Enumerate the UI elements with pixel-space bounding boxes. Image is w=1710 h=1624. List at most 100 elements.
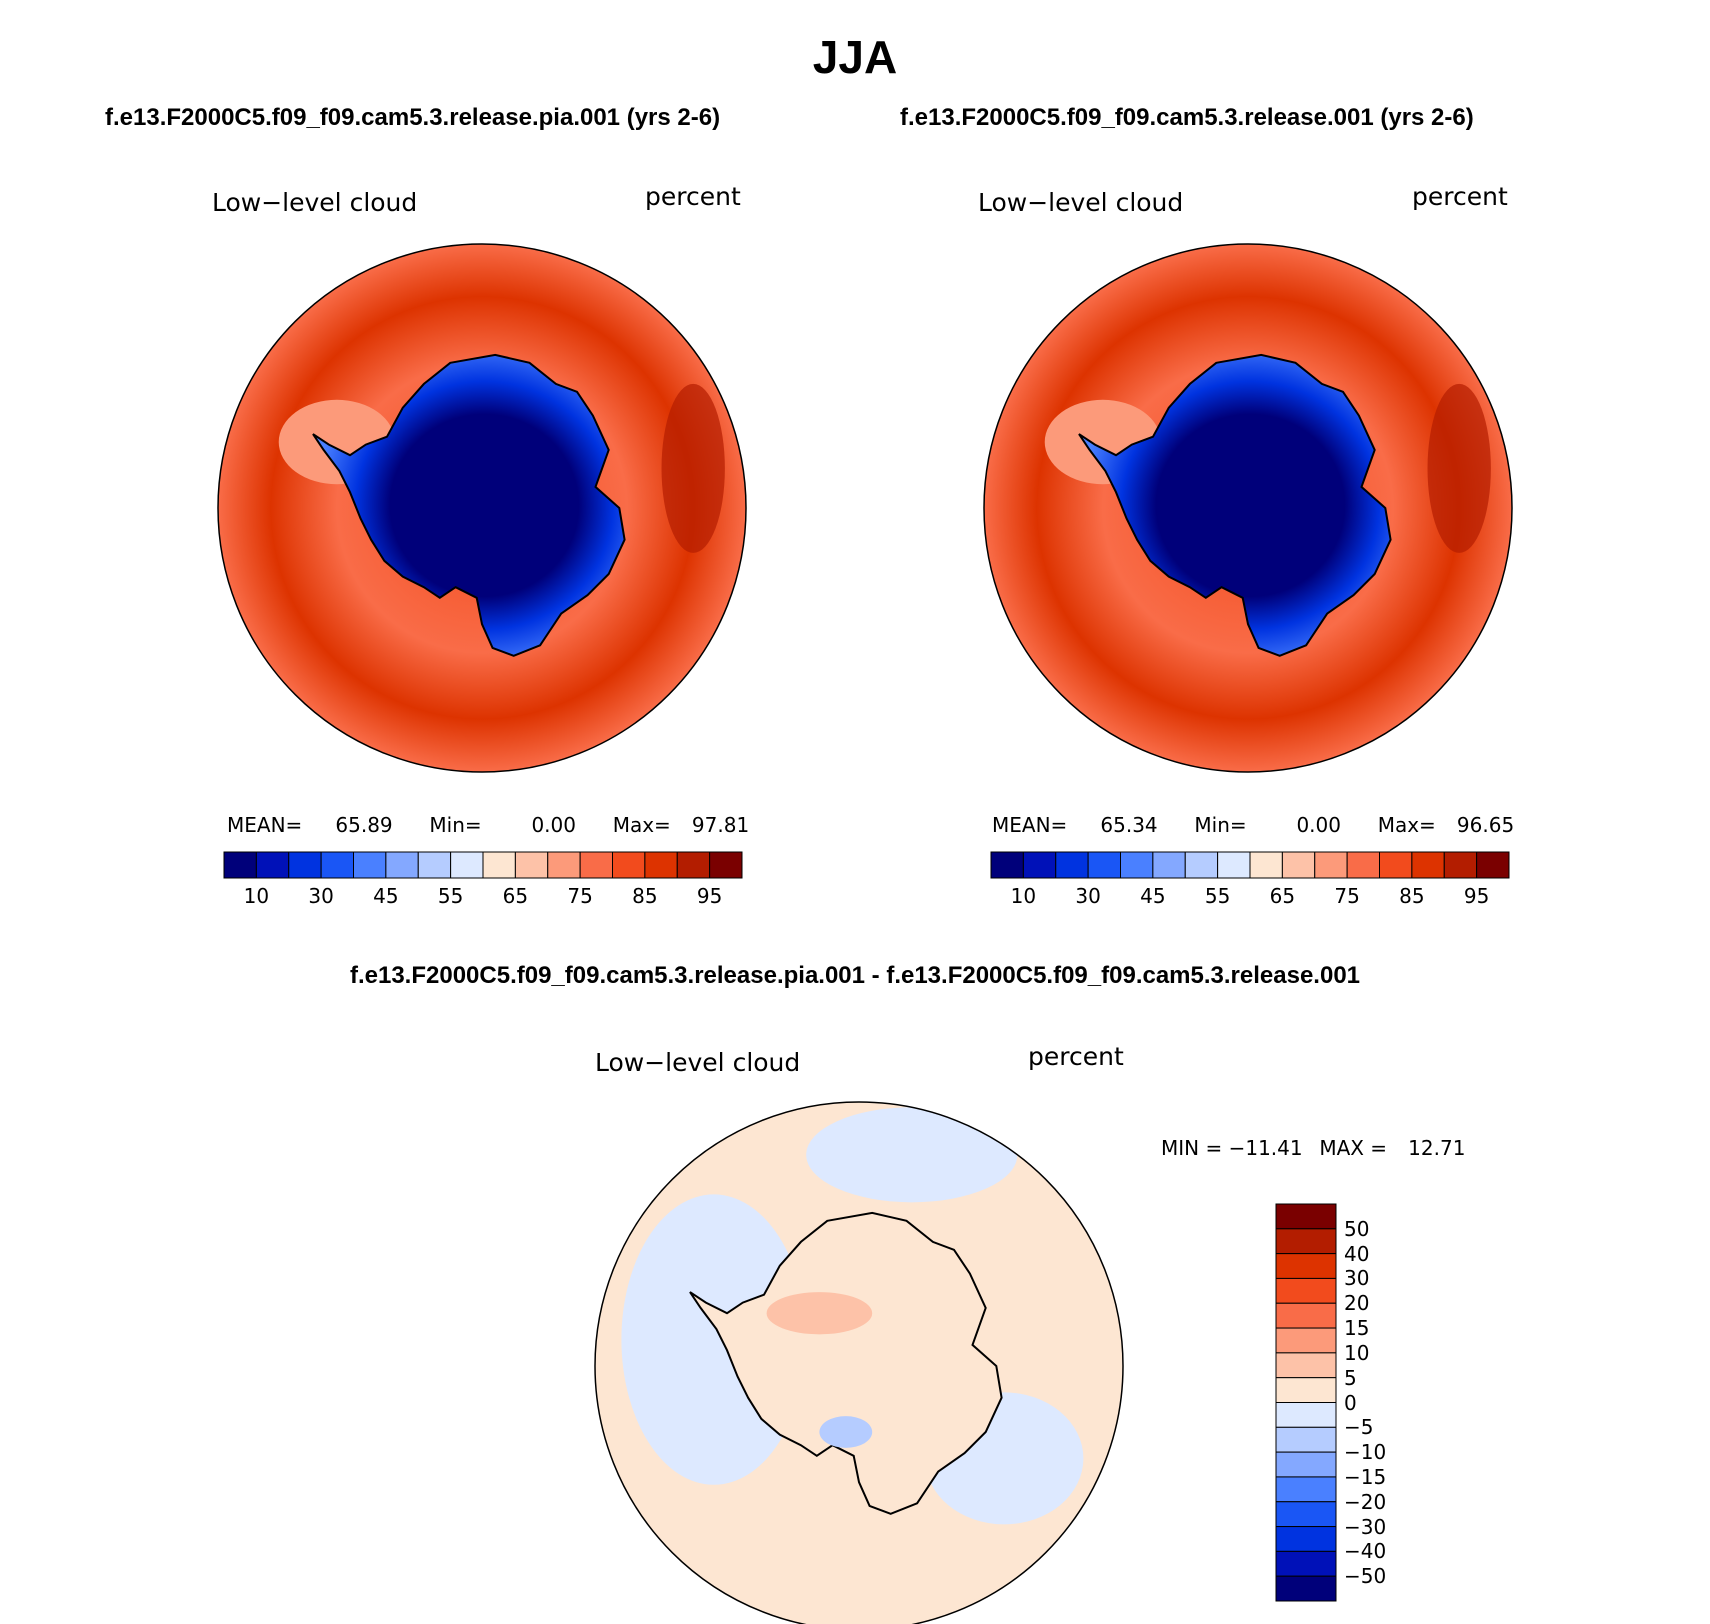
diff-colorbar-cell — [1275, 1426, 1337, 1453]
panel-1-colorbar-cell — [676, 851, 711, 879]
diff-colorbar-cell — [1275, 1302, 1337, 1329]
panel-1-colorbar-cell — [223, 851, 257, 879]
panel-2-colorbar-tick-label: 85 — [1399, 884, 1425, 908]
panel-1-colorbar-tick-label: 95 — [696, 884, 723, 908]
panel-1-max-value: 97.81 — [691, 813, 750, 837]
diff-negative-patch — [819, 1416, 873, 1448]
diff-variable-label: Low−level cloud — [595, 1048, 801, 1077]
diff-colorbar-cell — [1275, 1550, 1337, 1577]
panel-1-max-label: Max= — [612, 813, 671, 837]
panel-2-colorbar-tick-label: 45 — [1140, 884, 1166, 908]
panel-2-colorbar-tick-label: 10 — [1010, 884, 1037, 908]
diff-colorbar-tick-label: 10 — [1344, 1340, 1370, 1365]
panel-2-variable-label: Low−level cloud — [978, 188, 1184, 217]
panel-2-mean-label: MEAN= — [992, 813, 1068, 837]
panel-2-colorbar-cell — [1411, 851, 1445, 879]
panel-1-variable-label: Low−level cloud — [212, 188, 418, 217]
panel-2-colorbar-cell — [1443, 851, 1478, 879]
diff-units-label: percent — [1028, 1042, 1124, 1071]
diff-colorbar-cell — [1275, 1501, 1337, 1528]
panel-1-colorbar-cell — [612, 851, 646, 879]
panel-1-colorbar-cell — [709, 851, 743, 879]
panel-1-min-label: Min= — [429, 813, 482, 837]
panel-1-units-label: percent — [645, 182, 741, 211]
panel-2-colorbar-cell — [1055, 851, 1089, 879]
panel-1-map-border — [217, 243, 747, 773]
diff-colorbar-cell — [1275, 1377, 1337, 1403]
panel-2-colorbar-tick-label: 75 — [1334, 884, 1360, 908]
panel-2-units-label: percent — [1412, 182, 1508, 211]
panel-1-colorbar-cell — [320, 851, 354, 879]
panel-2-map-border — [983, 243, 1513, 773]
diff-colorbar-cell — [1275, 1327, 1337, 1354]
panel-1-stats: MEAN= 65.89 Min= 0.00 Max= 97.81 — [227, 813, 749, 837]
diff-map — [594, 1101, 1124, 1624]
panel-2-colorbar-cell — [1217, 851, 1251, 879]
panel-2-colorbar-cell — [1152, 851, 1186, 879]
panel-2-colorbar-cell — [1087, 851, 1121, 879]
panel-1-antarctica-outline — [312, 353, 626, 657]
diff-colorbar-tick-label: 20 — [1344, 1291, 1370, 1316]
diff-colorbar-tick-label: 15 — [1344, 1316, 1370, 1341]
panel-1-colorbar-cell — [450, 851, 484, 879]
panel-2-antarctica-outline — [1078, 353, 1392, 657]
panel-1-colorbar-cell — [514, 851, 549, 879]
panel-1-colorbar-cell — [547, 851, 581, 879]
diff-min-value: −11.41 — [1228, 1136, 1303, 1160]
diff-colorbar-cell — [1275, 1575, 1337, 1602]
panel-2-min-label: Min= — [1194, 813, 1247, 837]
panel-1-colorbar-tick-label: 85 — [632, 884, 658, 908]
diff-colorbar-tick-label: −40 — [1344, 1539, 1387, 1564]
panel-2-colorbar-tick-label: 65 — [1269, 884, 1296, 908]
panel-1-case-title: f.e13.F2000C5.f09_f09.cam5.3.release.pia… — [105, 104, 721, 131]
panel-1-colorbar-tick-label: 30 — [308, 884, 334, 908]
diff-max-value: 12.71 — [1408, 1136, 1466, 1160]
diff-colorbar-tick-label: −10 — [1344, 1440, 1387, 1465]
panel-2-colorbar-tick-label: 30 — [1075, 884, 1101, 908]
panel-1-map — [217, 243, 747, 773]
panel-2-min-value: 0.00 — [1296, 813, 1341, 837]
diff-colorbar-tick-label: −30 — [1344, 1514, 1387, 1539]
panel-2-colorbar-cell — [1184, 851, 1219, 879]
diff-colorbar-cell — [1275, 1253, 1337, 1279]
panel-1-colorbar-cell — [385, 851, 419, 879]
panel-2-colorbar-tick-label: 55 — [1204, 884, 1231, 908]
panel-1-colorbar-tick-label: 65 — [502, 884, 529, 908]
diff-colorbar-cell — [1275, 1277, 1337, 1304]
panel-2-colorbar-cell — [1346, 851, 1380, 879]
panel-1-colorbar-tick-label: 10 — [243, 884, 270, 908]
panel-2-colorbar-cell — [1379, 851, 1413, 879]
panel-2-colorbar-cell — [1120, 851, 1154, 879]
diff-positive-patch — [766, 1292, 873, 1335]
diff-colorbar-tick-label: −20 — [1344, 1489, 1387, 1514]
diff-colorbar-tick-label: 5 — [1344, 1365, 1357, 1390]
panel-2-stats: MEAN= 65.34 Min= 0.00 Max= 96.65 — [992, 813, 1514, 837]
diff-colorbar-tick-label: 50 — [1344, 1216, 1370, 1241]
diff-colorbar-cell — [1275, 1203, 1337, 1230]
diff-colorbar-tick-label: −50 — [1344, 1564, 1387, 1589]
diff-colorbar-tick-label: −15 — [1344, 1464, 1387, 1489]
panel-2-colorbar-cell — [1476, 851, 1510, 879]
panel-1-min-value: 0.00 — [531, 813, 576, 837]
panel-2-colorbar-cell — [1281, 851, 1316, 879]
diff-case-title: f.e13.F2000C5.f09_f09.cam5.3.release.pia… — [349, 962, 1361, 989]
panel-2-high-cloud-patch — [1427, 383, 1491, 553]
panel-2-max-label: Max= — [1377, 813, 1436, 837]
diff-negative-patch — [806, 1107, 1018, 1203]
panel-1-colorbar-cell — [579, 851, 613, 879]
panel-2-case-title: f.e13.F2000C5.f09_f09.cam5.3.release.001… — [900, 104, 1474, 131]
panel-1-colorbar-tick-label: 55 — [437, 884, 464, 908]
diff-min-label: MIN = — [1161, 1136, 1223, 1160]
diff-map-border — [594, 1101, 1124, 1624]
panel-2-colorbar-cell — [990, 851, 1024, 879]
season-title: JJA — [812, 31, 898, 83]
panel-1-colorbar-cell — [644, 851, 678, 879]
panel-1-high-cloud-patch — [661, 383, 725, 553]
diff-colorbar-cell — [1275, 1476, 1337, 1503]
panel-1-colorbar-tick-label: 45 — [373, 884, 399, 908]
panel-1-colorbar-cell — [353, 851, 387, 879]
diff-colorbar-tick-label: 30 — [1344, 1266, 1370, 1291]
diff-colorbar-cell — [1275, 1228, 1337, 1255]
diff-colorbar-tick-label: 0 — [1344, 1390, 1357, 1415]
